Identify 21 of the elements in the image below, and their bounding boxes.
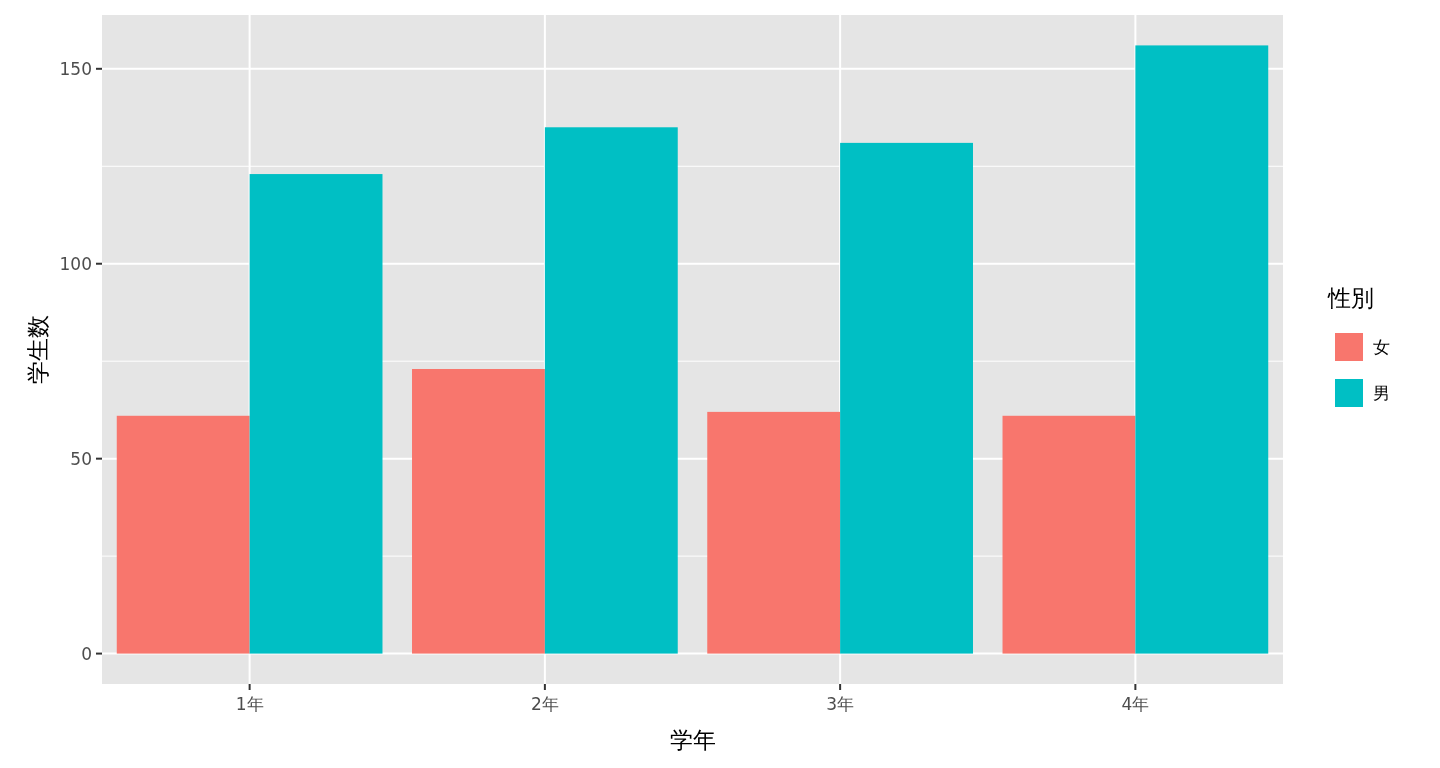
y-axis-title: 学生数 bbox=[25, 315, 51, 384]
x-tick-label: 3年 bbox=[826, 694, 855, 714]
y-tick-label: 50 bbox=[70, 448, 92, 469]
x-tick-label: 4年 bbox=[1121, 694, 1150, 714]
legend-label: 女 bbox=[1373, 337, 1390, 357]
legend-label: 男 bbox=[1373, 383, 1390, 403]
bar bbox=[840, 142, 973, 654]
x-tick-label: 1年 bbox=[235, 694, 264, 714]
x-axis-title: 学年 bbox=[669, 727, 716, 753]
legend-title: 性別 bbox=[1327, 285, 1374, 311]
bar bbox=[1135, 45, 1269, 654]
y-tick-label: 100 bbox=[59, 253, 92, 274]
y-tick-label: 150 bbox=[59, 58, 92, 79]
bar bbox=[412, 368, 545, 654]
bar bbox=[1002, 415, 1136, 654]
bar bbox=[116, 415, 250, 654]
bar bbox=[249, 174, 383, 654]
bar bbox=[707, 411, 841, 654]
x-tick-label: 2年 bbox=[530, 694, 559, 714]
bar bbox=[544, 127, 678, 654]
y-tick-label: 0 bbox=[81, 643, 92, 664]
